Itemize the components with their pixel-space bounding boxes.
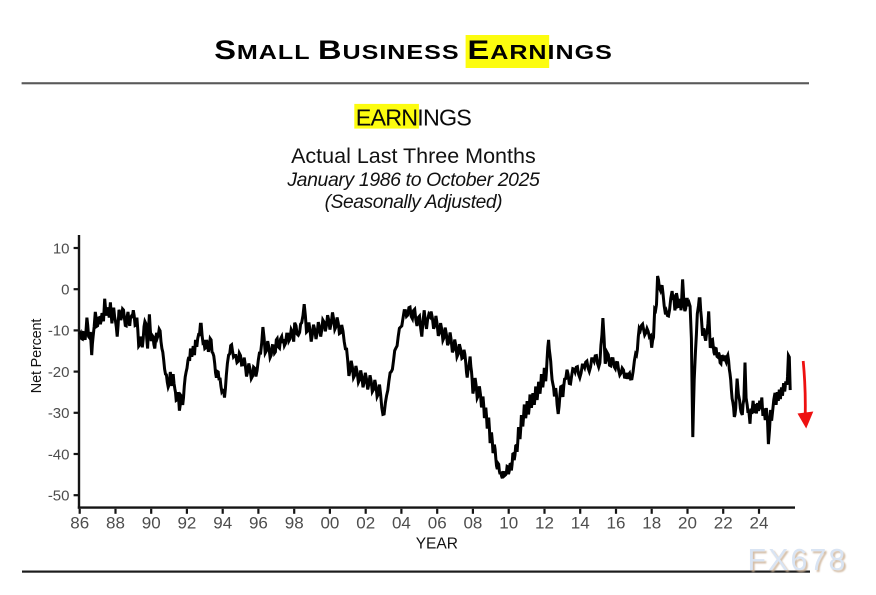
svg-text:YEAR: YEAR [416,535,458,552]
svg-text:04: 04 [392,514,411,533]
svg-text:94: 94 [213,514,232,533]
svg-text:08: 08 [463,514,482,533]
svg-text:Net Percent: Net Percent [29,319,45,394]
svg-text:10: 10 [53,240,70,257]
svg-text:(Seasonally Adjusted): (Seasonally Adjusted) [325,192,503,213]
svg-text:Actual Last Three Months: Actual Last Three Months [291,144,536,168]
svg-text:92: 92 [177,514,196,533]
svg-text:-50: -50 [48,488,70,505]
svg-text:January 1986 to October 2025: January 1986 to October 2025 [286,169,540,191]
svg-text:12: 12 [535,514,554,533]
svg-text:24: 24 [750,514,769,533]
svg-text:-40: -40 [48,446,70,463]
svg-text:FX678: FX678 [749,546,849,579]
svg-text:-10: -10 [48,323,70,340]
svg-text:18: 18 [642,514,661,533]
svg-text:88: 88 [106,514,125,533]
svg-text:0: 0 [61,282,69,299]
svg-text:00: 00 [320,514,339,533]
svg-text:86: 86 [70,514,89,533]
svg-text:22: 22 [714,514,733,533]
svg-text:20: 20 [678,514,697,533]
svg-text:02: 02 [356,514,375,533]
svg-text:10: 10 [499,514,518,533]
svg-text:90: 90 [142,514,161,533]
svg-text:96: 96 [249,514,268,533]
svg-text:SMALL BUSINESS EARNINGS: SMALL BUSINESS EARNINGS [214,36,613,65]
svg-text:EARNINGS: EARNINGS [356,104,472,130]
svg-text:14: 14 [571,514,590,533]
svg-text:06: 06 [428,514,447,533]
svg-text:98: 98 [285,514,304,533]
svg-text:-30: -30 [48,405,70,422]
svg-text:-20: -20 [48,364,70,381]
svg-text:16: 16 [607,514,626,533]
svg-text:FX678: FX678 [748,544,848,577]
